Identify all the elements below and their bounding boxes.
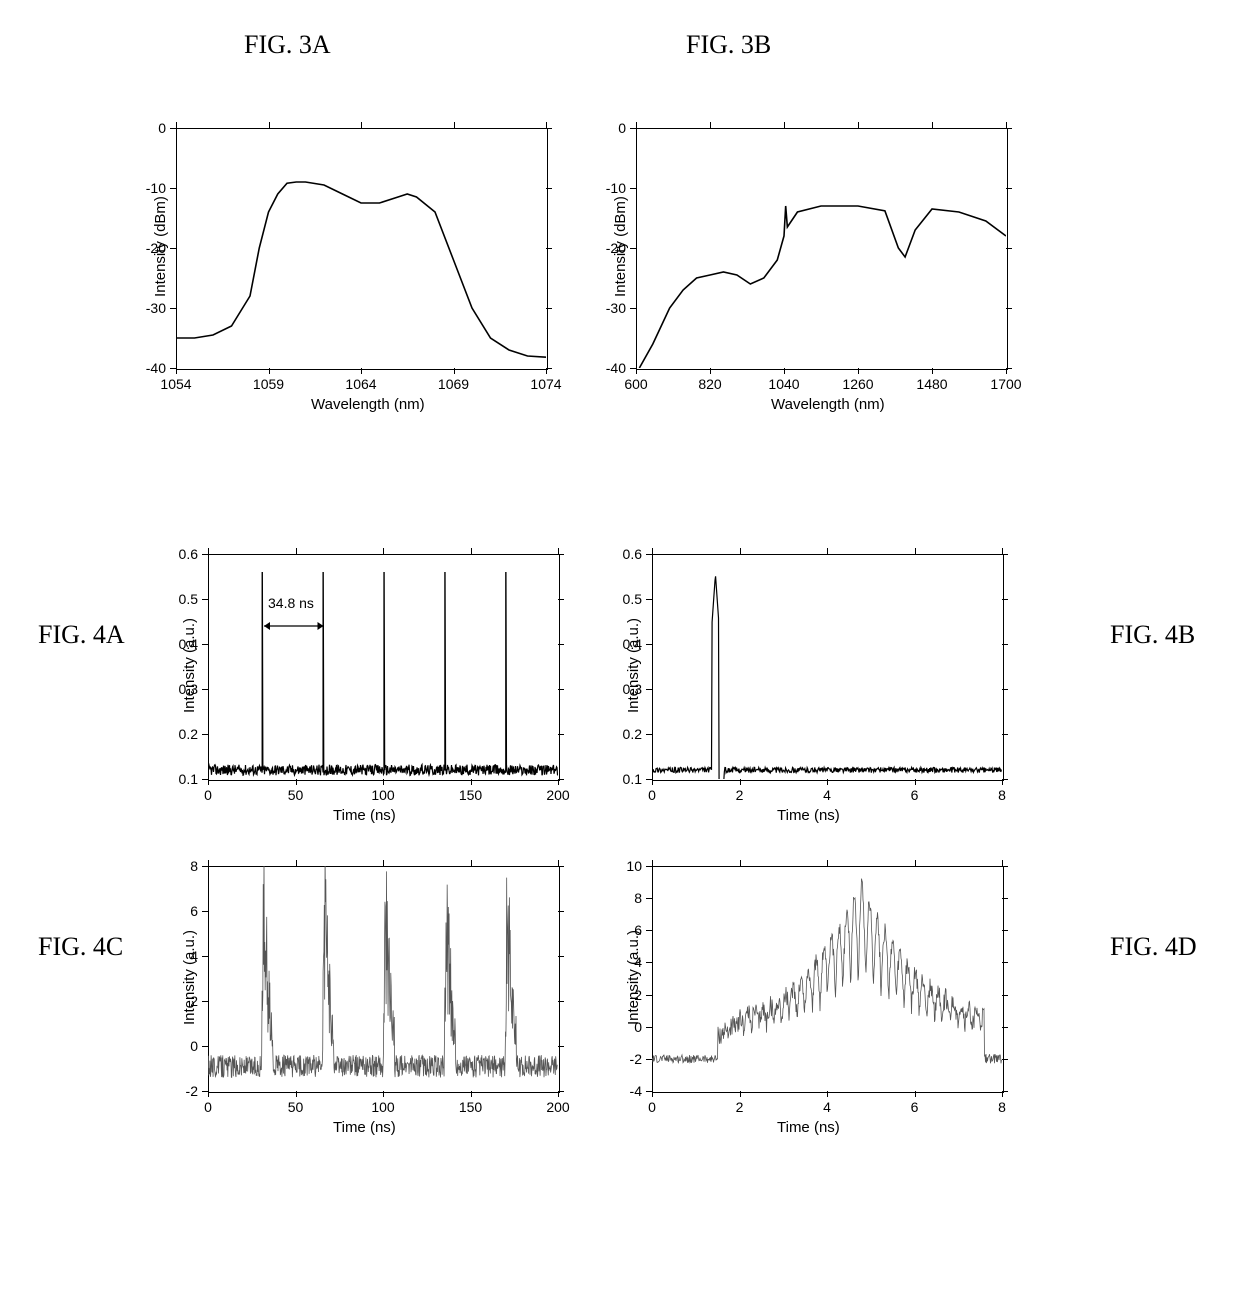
y-tick-label: 0: [618, 120, 626, 136]
y-tick-label: 8: [190, 858, 198, 874]
figure-label: FIG. 3A: [244, 30, 331, 60]
y-axis-label: Intensity (a.u.): [181, 617, 198, 712]
x-tick-label: 2: [724, 1099, 756, 1115]
y-tick-label: -30: [606, 300, 626, 316]
y-tick-label: 0.5: [623, 591, 642, 607]
y-tick-label: -2: [186, 1083, 198, 1099]
x-tick-label: 0: [636, 787, 668, 803]
y-tick-label: 2: [190, 993, 198, 1009]
x-tick-label: 600: [620, 376, 652, 392]
y-tick-label: 0.6: [179, 546, 198, 562]
y-tick-label: 8: [634, 890, 642, 906]
figure-label: FIG. 4C: [38, 932, 123, 962]
x-tick-label: 0: [636, 1099, 668, 1115]
y-axis-label: Intensity (a.u.): [181, 929, 198, 1024]
x-tick-label: 4: [811, 787, 843, 803]
y-tick-label: -20: [146, 240, 166, 256]
y-tick-label: 6: [634, 922, 642, 938]
x-tick-label: 820: [694, 376, 726, 392]
y-tick-label: -40: [606, 360, 626, 376]
x-tick-label: 1064: [345, 376, 377, 392]
y-tick-label: -4: [630, 1083, 642, 1099]
x-axis-label: Wavelength (nm): [771, 396, 885, 413]
x-tick-label: 0: [192, 787, 224, 803]
x-tick-label: 100: [367, 1099, 399, 1115]
x-tick-label: 6: [899, 787, 931, 803]
y-tick-label: 0.3: [179, 681, 198, 697]
y-axis-label: Intensity (a.u.): [625, 929, 642, 1024]
x-tick-label: 100: [367, 787, 399, 803]
x-tick-label: 1700: [990, 376, 1022, 392]
pulse-spacing-annotation: 34.8 ns: [268, 595, 314, 611]
figure-label: FIG. 4B: [1110, 620, 1195, 650]
y-tick-label: -10: [146, 180, 166, 196]
y-tick-label: 0.4: [623, 636, 642, 652]
x-tick-label: 50: [280, 1099, 312, 1115]
y-tick-label: 0.3: [623, 681, 642, 697]
x-tick-label: 4: [811, 1099, 843, 1115]
y-tick-label: 0: [158, 120, 166, 136]
y-tick-label: -30: [146, 300, 166, 316]
y-tick-label: 0.4: [179, 636, 198, 652]
y-tick-label: 10: [626, 858, 642, 874]
x-tick-label: 0: [192, 1099, 224, 1115]
y-tick-label: -40: [146, 360, 166, 376]
x-tick-label: 200: [542, 787, 574, 803]
y-tick-label: 2: [634, 987, 642, 1003]
y-tick-label: 4: [190, 948, 198, 964]
y-tick-label: 0: [634, 1019, 642, 1035]
x-tick-label: 8: [986, 787, 1018, 803]
x-tick-label: 1059: [253, 376, 285, 392]
x-tick-label: 1069: [438, 376, 470, 392]
figure-label: FIG. 4A: [38, 620, 125, 650]
y-tick-label: 6: [190, 903, 198, 919]
figure-label: FIG. 3B: [686, 30, 771, 60]
x-axis-label: Time (ns): [333, 1119, 396, 1136]
x-tick-label: 1054: [160, 376, 192, 392]
x-tick-label: 200: [542, 1099, 574, 1115]
x-tick-label: 1040: [768, 376, 800, 392]
y-tick-label: 0.2: [179, 726, 198, 742]
y-tick-label: -10: [606, 180, 626, 196]
y-tick-label: 0.6: [623, 546, 642, 562]
x-axis-label: Wavelength (nm): [311, 396, 425, 413]
y-tick-label: 0.1: [623, 771, 642, 787]
x-tick-label: 2: [724, 787, 756, 803]
y-tick-label: -2: [630, 1051, 642, 1067]
y-axis-label: Intensity (a.u.): [625, 617, 642, 712]
y-tick-label: 0.5: [179, 591, 198, 607]
x-tick-label: 6: [899, 1099, 931, 1115]
y-tick-label: 4: [634, 954, 642, 970]
y-tick-label: 0: [190, 1038, 198, 1054]
y-tick-label: 0.2: [623, 726, 642, 742]
y-tick-label: -20: [606, 240, 626, 256]
x-tick-label: 1260: [842, 376, 874, 392]
y-tick-label: 0.1: [179, 771, 198, 787]
x-axis-label: Time (ns): [777, 1119, 840, 1136]
x-axis-label: Time (ns): [777, 807, 840, 824]
x-tick-label: 1074: [530, 376, 562, 392]
x-tick-label: 1480: [916, 376, 948, 392]
x-axis-label: Time (ns): [333, 807, 396, 824]
x-tick-label: 150: [455, 787, 487, 803]
x-tick-label: 150: [455, 1099, 487, 1115]
x-tick-label: 50: [280, 787, 312, 803]
figure-label: FIG. 4D: [1110, 932, 1197, 962]
x-tick-label: 8: [986, 1099, 1018, 1115]
